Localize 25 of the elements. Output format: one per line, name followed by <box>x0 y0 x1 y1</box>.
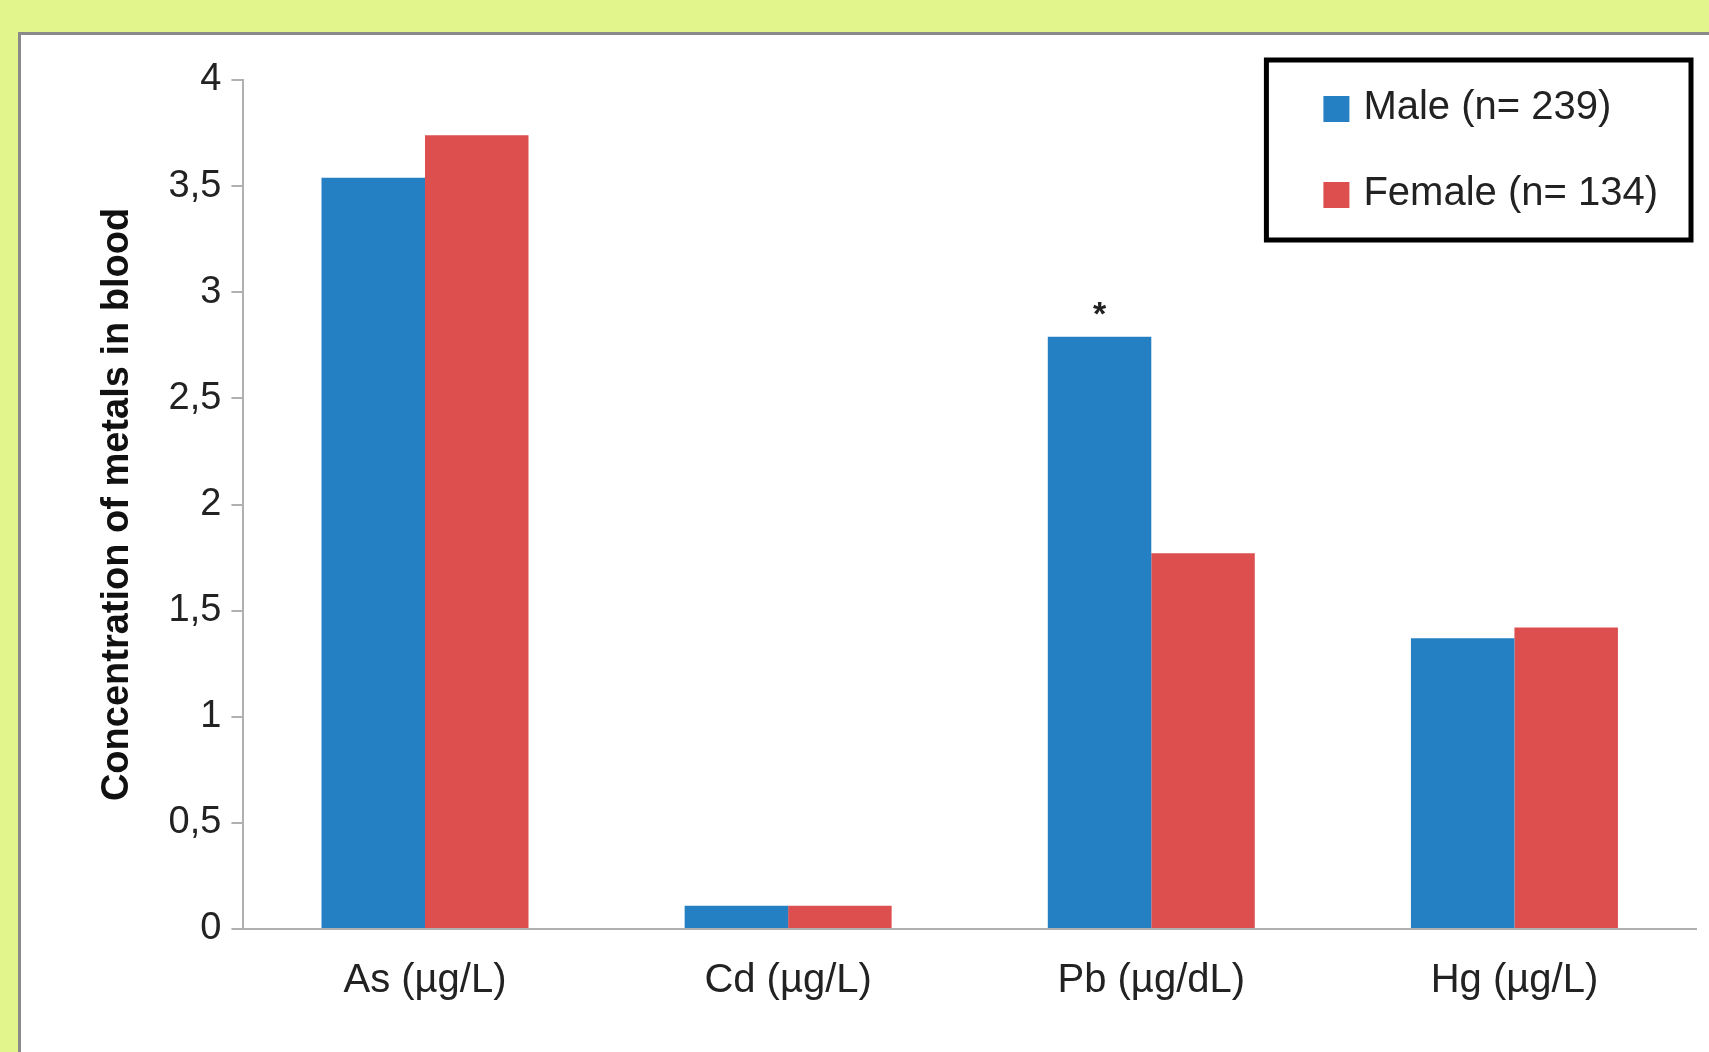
bar <box>1410 638 1515 928</box>
bar <box>788 905 892 928</box>
bar <box>1047 336 1152 928</box>
x-tick-label: Pb (µg/dL) <box>1057 956 1246 1001</box>
bar <box>1151 553 1255 928</box>
y-tick-label: 2,5 <box>168 374 222 417</box>
y-tick-label: 3,5 <box>168 162 222 205</box>
x-tick-label: Hg (µg/L) <box>1430 956 1599 1001</box>
y-tick-label: 0,5 <box>168 799 222 842</box>
legend-label: Male (n= 239) <box>1363 83 1612 128</box>
y-tick-label: 1 <box>200 693 222 736</box>
y-tick-label: 1,5 <box>168 587 222 630</box>
bar <box>425 135 529 928</box>
y-tick-label: 3 <box>200 268 222 311</box>
y-tick-label: 4 <box>200 56 222 99</box>
bar <box>1514 627 1618 928</box>
legend-label: Female (n= 134) <box>1363 169 1658 214</box>
bar <box>321 177 425 928</box>
bar <box>684 905 789 928</box>
x-tick-label: As (µg/L) <box>343 956 507 1001</box>
y-tick-label: 0 <box>200 905 222 948</box>
y-tick-label: 2 <box>200 480 222 523</box>
y-axis-title: Concentration of metals in blood <box>94 207 137 802</box>
annotation: * <box>1092 294 1107 333</box>
x-tick-label: Cd (µg/L) <box>704 956 872 1001</box>
